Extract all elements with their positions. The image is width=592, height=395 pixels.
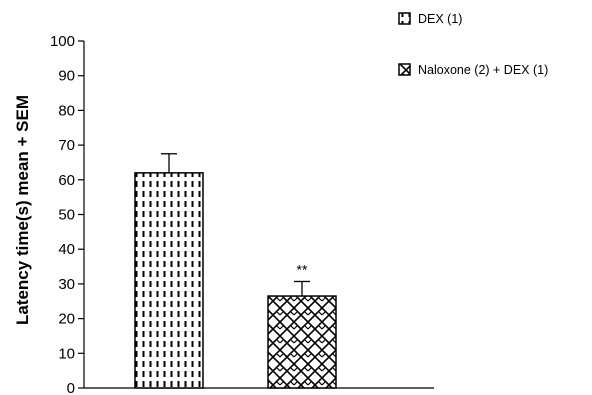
legend-label-naloxone-dex: Naloxone (2) + DEX (1) [418, 63, 548, 77]
y-tick-label: 100 [50, 33, 75, 50]
y-tick-label: 20 [58, 311, 75, 328]
legend-item-dex: DEX (1) [398, 12, 462, 26]
y-tick-label: 50 [58, 207, 75, 224]
bar-2 [267, 295, 337, 389]
y-axis-title: Latency time(s) mean + SEM [13, 95, 32, 325]
y-tick-label: 40 [58, 241, 75, 258]
legend-item-naloxone-dex: Naloxone (2) + DEX (1) [398, 63, 548, 77]
significance-marker: ** [297, 261, 308, 277]
bars [134, 153, 337, 389]
y-tick-label: 30 [58, 276, 75, 293]
y-tick-label: 0 [67, 380, 75, 395]
y-tick-label: 80 [58, 102, 75, 119]
legend-swatch-dex [398, 12, 411, 25]
legend-label-dex: DEX (1) [418, 12, 462, 26]
y-tick-label: 10 [58, 345, 75, 362]
annotations: ** [297, 261, 308, 277]
y-axis: 0 10 20 30 40 50 60 70 80 90 100 [50, 33, 85, 395]
y-tick-label: 70 [58, 137, 75, 154]
y-tick-label: 90 [58, 68, 75, 85]
bar-1 [134, 172, 204, 389]
legend: DEX (1) Naloxone (2) + DEX (1) [398, 12, 548, 77]
y-tick-label: 60 [58, 172, 75, 189]
legend-swatch-naloxone-dex [398, 63, 411, 76]
